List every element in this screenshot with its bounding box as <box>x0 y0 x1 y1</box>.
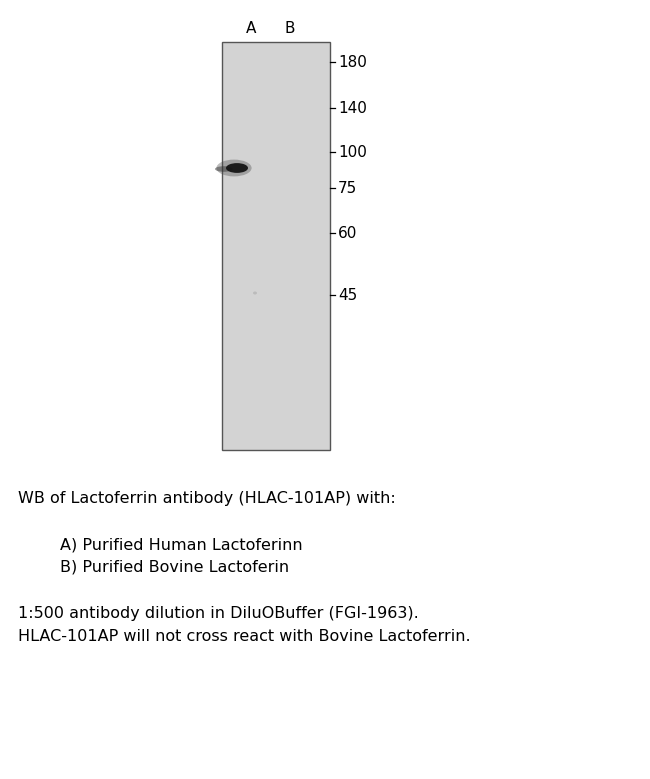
Ellipse shape <box>215 166 233 172</box>
Text: B: B <box>285 20 295 36</box>
Bar <box>222 42 330 450</box>
Text: 180: 180 <box>338 55 367 69</box>
Text: A: A <box>246 20 256 36</box>
Text: 75: 75 <box>338 181 358 196</box>
Text: 1:500 antibody dilution in DiluOBuffer (FGI-1963).: 1:500 antibody dilution in DiluOBuffer (… <box>18 606 419 621</box>
Text: 60: 60 <box>338 225 358 241</box>
Text: 140: 140 <box>338 100 367 115</box>
Ellipse shape <box>253 291 257 294</box>
Text: WB of Lactoferrin antibody (HLAC-101AP) with:: WB of Lactoferrin antibody (HLAC-101AP) … <box>18 491 396 506</box>
Text: HLAC-101AP will not cross react with Bovine Lactoferrin.: HLAC-101AP will not cross react with Bov… <box>18 629 471 644</box>
Text: 45: 45 <box>338 287 358 302</box>
Text: 100: 100 <box>338 144 367 160</box>
Text: B) Purified Bovine Lactoferin: B) Purified Bovine Lactoferin <box>60 560 289 575</box>
Text: A) Purified Human Lactoferinn: A) Purified Human Lactoferinn <box>60 537 303 552</box>
Ellipse shape <box>216 160 252 176</box>
Ellipse shape <box>226 163 248 173</box>
